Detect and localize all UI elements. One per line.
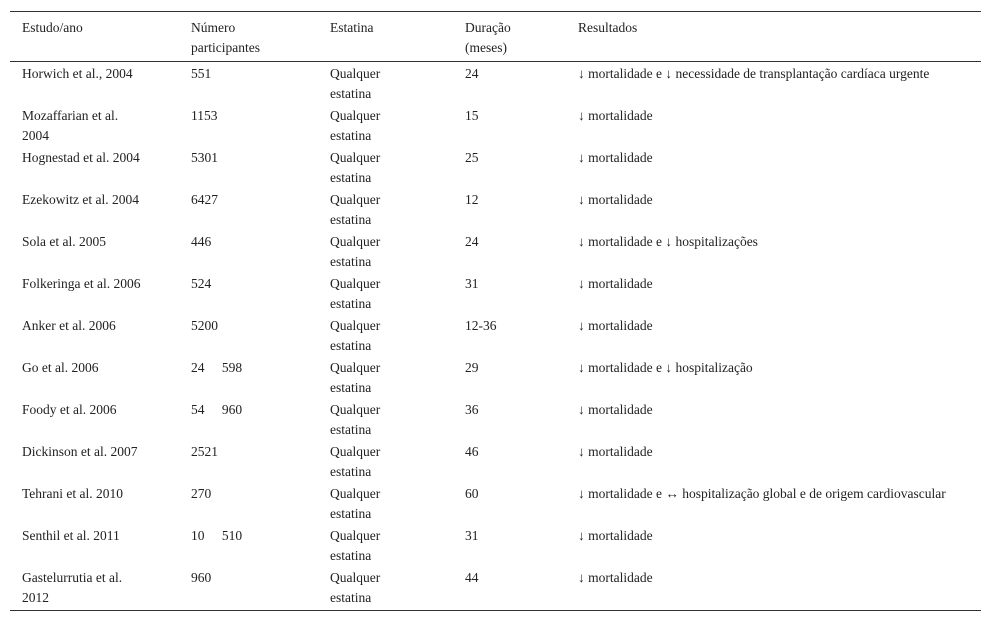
table-cell: 46: [465, 444, 479, 459]
table-cell: 2521: [191, 444, 218, 459]
table-cell: Dickinson et al. 2007: [22, 444, 138, 459]
table-cell: Qualquer estatina: [330, 192, 381, 227]
table-cell: ↓ mortalidade: [578, 444, 653, 459]
table-row: Mozaffarian et al. 2004 1153 Qualquer esta…: [10, 104, 981, 146]
table-row: Tehrani et al. 2010 270 Qualquer estatina 6…: [10, 482, 981, 524]
table-cell: ↓ mortalidade e ↓ hospitalizações: [578, 234, 758, 249]
table-row: Ezekowitz et al. 2004 6427 Qualquer estati…: [10, 188, 981, 230]
table-cell: 446: [191, 234, 212, 249]
table-row: Foody et al. 2006 54 960 Qualquer estatina…: [10, 398, 981, 440]
table-body: Horwich et al., 2004 551 Qualquer estatina…: [10, 62, 981, 610]
table-row: Hognestad et al. 2004 5301 Qualquer estati…: [10, 146, 981, 188]
table-cell: Qualquer estatina: [330, 234, 381, 269]
table-cell: ↓ mortalidade: [578, 528, 653, 543]
table-cell: Qualquer estatina: [330, 318, 381, 353]
table-cell: ↓ mortalidade e ↓ hospitalização: [578, 360, 753, 375]
table-cell: Ezekowitz et al. 2004: [22, 192, 139, 207]
table-row: Horwich et al., 2004 551 Qualquer estatina…: [10, 62, 981, 105]
table-cell: Mozaffarian et al. 2004: [22, 108, 119, 143]
header-cell: Duração (meses): [465, 20, 511, 55]
table-cell: Foody et al. 2006: [22, 402, 117, 417]
table-cell: Anker et al. 2006: [22, 318, 116, 333]
table-cell: ↓ mortalidade: [578, 318, 653, 333]
table-cell: Qualquer estatina: [330, 108, 381, 143]
table-cell: 960: [191, 570, 212, 585]
table-cell: ↓ mortalidade: [578, 276, 653, 291]
header-cell: Número participantes: [191, 20, 260, 55]
table-cell: 270: [191, 486, 212, 501]
table-cell: 551: [191, 66, 212, 81]
table-cell: 12: [465, 192, 479, 207]
header-cell: Estatina: [330, 20, 374, 35]
table-cell: Qualquer estatina: [330, 402, 381, 437]
table-cell: 12-36: [465, 318, 497, 333]
table-cell: Horwich et al., 2004: [22, 66, 133, 81]
table-cell: 5301: [191, 150, 218, 165]
table-cell: 24: [465, 66, 479, 81]
table-cell: ↓ mortalidade: [578, 570, 653, 585]
table-cell: 5200: [191, 318, 218, 333]
table-header: Estudo/ano Número participantes Estatina Du…: [10, 11, 981, 62]
table-cell: 15: [465, 108, 479, 123]
table-row: Dickinson et al. 2007 2521 Qualquer estati…: [10, 440, 981, 482]
table-cell: Folkeringa et al. 2006: [22, 276, 141, 291]
table-row: Go et al. 2006 24 598 Qualquer estatina 29 ↓…: [10, 356, 981, 398]
table-row: Anker et al. 2006 5200 Qualquer estatina 12…: [10, 314, 981, 356]
table-cell: Gastelurrutia et al. 2012: [22, 570, 123, 605]
table-row: Gastelurrutia et al. 2012 960 Qualquer est…: [10, 566, 981, 610]
table-cell: 31: [465, 528, 479, 543]
table-cell: 24 598: [191, 360, 243, 375]
table-cell: Qualquer estatina: [330, 66, 381, 101]
table-cell: Go et al. 2006: [22, 360, 99, 375]
table-row: Sola et al. 2005 446 Qualquer estatina 24 ↓ …: [10, 230, 981, 272]
table-cell: Qualquer estatina: [330, 276, 381, 311]
table-cell: ↓ mortalidade: [578, 108, 653, 123]
table-cell: 29: [465, 360, 479, 375]
table-cell: 36: [465, 402, 479, 417]
header-row: Estudo/ano Número participantes Estatina Du…: [10, 11, 981, 62]
table-cell: 1153: [191, 108, 218, 123]
table-cell: Senthil et al. 2011: [22, 528, 120, 543]
data-table: Estudo/ano Número participantes Estatina Du…: [10, 11, 981, 611]
table-cell: 31: [465, 276, 479, 291]
table-cell: Qualquer estatina: [330, 150, 381, 185]
table-cell: Hognestad et al. 2004: [22, 150, 140, 165]
table-cell: Qualquer estatina: [330, 360, 381, 395]
table-cell: 54 960: [191, 402, 243, 417]
table-cell: ↓ mortalidade e ↓ necessidade de transpl…: [578, 66, 930, 81]
table-row: Folkeringa et al. 2006 524 Qualquer estati…: [10, 272, 981, 314]
table-cell: Tehrani et al. 2010: [22, 486, 124, 501]
table-cell: ↓ mortalidade: [578, 402, 653, 417]
table-cell: 44: [465, 570, 479, 585]
table-cell: 24: [465, 234, 479, 249]
table-cell: 10 510: [191, 528, 243, 543]
table-cell: Sola et al. 2005: [22, 234, 106, 249]
header-cell: Resultados: [578, 20, 638, 35]
table-cell: ↓ mortalidade e ↔ hospitalização global …: [578, 486, 946, 501]
table-cell: 60: [465, 486, 479, 501]
table-cell: Qualquer estatina: [330, 486, 381, 521]
table-cell: ↓ mortalidade: [578, 192, 653, 207]
table-cell: Qualquer estatina: [330, 444, 381, 479]
table-cell: Qualquer estatina: [330, 570, 381, 605]
table-cell: 6427: [191, 192, 218, 207]
table-cell: Qualquer estatina: [330, 528, 381, 563]
table-cell: 524: [191, 276, 212, 291]
table-cell: ↓ mortalidade: [578, 150, 653, 165]
table-cell: 25: [465, 150, 479, 165]
table-row: Senthil et al. 2011 10 510 Qualquer estati…: [10, 524, 981, 566]
header-cell: Estudo/ano: [22, 20, 83, 35]
